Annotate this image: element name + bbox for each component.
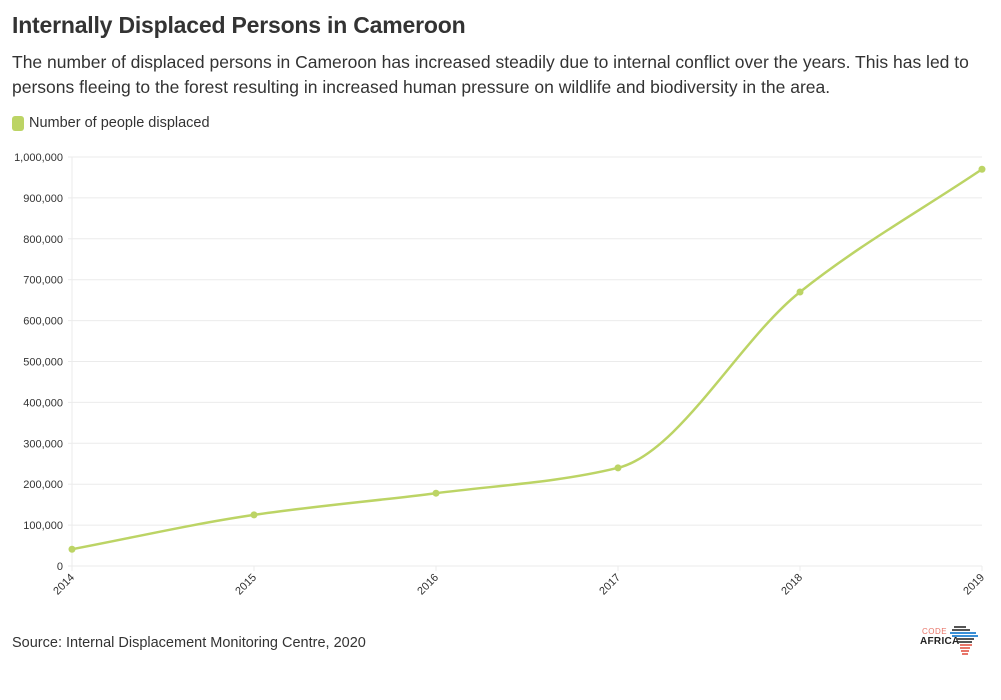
xtick-label: 2016 <box>415 572 441 598</box>
data-point[interactable] <box>978 165 986 173</box>
logo-text-code: CODE <box>922 627 948 636</box>
x-axis: 2014 2015 2016 2017 2018 2019 <box>51 566 987 597</box>
data-point[interactable] <box>68 545 76 553</box>
legend-label: Number of people displaced <box>29 115 210 131</box>
ytick-label: 800,000 <box>23 234 63 246</box>
chart-subtitle: The number of displaced persons in Camer… <box>12 52 969 97</box>
data-point[interactable] <box>796 288 804 296</box>
y-axis: 0 100,000 200,000 300,000 400,000 500,000 600,… <box>14 152 73 573</box>
series-number-of-people-displaced <box>68 165 986 553</box>
ytick-label: 0 <box>57 561 63 573</box>
ytick-label: 100,000 <box>23 520 63 532</box>
africa-stripes-icon <box>950 626 978 655</box>
ytick-label: 200,000 <box>23 479 63 491</box>
chart-title: Internally Displaced Persons in Cameroon <box>12 12 466 38</box>
series-line <box>70 168 984 551</box>
ytick-label: 400,000 <box>23 397 63 409</box>
code-for-africa-logo: CODE AFRICA <box>918 625 980 661</box>
logo-text-africa: AFRICA <box>920 636 960 647</box>
xtick-label: 2019 <box>961 572 987 598</box>
legend[interactable]: Number of people displaced <box>12 115 210 131</box>
ytick-label: 600,000 <box>23 316 63 328</box>
data-point[interactable] <box>614 464 622 472</box>
legend-swatch <box>12 115 24 131</box>
gridlines <box>72 156 982 567</box>
ytick-label: 500,000 <box>23 357 63 369</box>
xtick-label: 2017 <box>597 572 623 598</box>
xtick-label: 2014 <box>51 572 77 598</box>
data-point[interactable] <box>250 511 258 519</box>
ytick-label: 700,000 <box>23 275 63 287</box>
xtick-label: 2015 <box>233 572 259 598</box>
data-point[interactable] <box>432 489 440 497</box>
ytick-label: 300,000 <box>23 438 63 450</box>
ytick-label: 1,000,000 <box>14 152 63 164</box>
xtick-label: 2018 <box>779 572 805 598</box>
ytick-label: 900,000 <box>23 193 63 205</box>
source-note: Source: Internal Displacement Monitoring… <box>12 635 366 651</box>
